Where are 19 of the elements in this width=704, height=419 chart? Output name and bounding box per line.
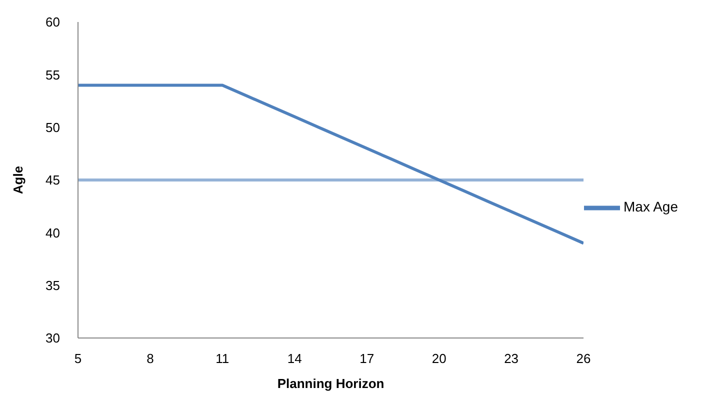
- x-tick-label: 20: [432, 351, 446, 366]
- x-tick-label: 5: [74, 351, 82, 366]
- y-axis-title: Agle: [10, 166, 26, 194]
- y-tick-label: 50: [46, 120, 60, 135]
- y-tick-label: 30: [46, 330, 60, 346]
- x-tick-label: 8: [146, 351, 154, 366]
- x-tick-label: 14: [287, 351, 302, 366]
- line-series: [78, 84, 584, 245]
- legend-label: Max Age: [624, 198, 678, 215]
- x-tick-label: 23: [504, 351, 519, 366]
- x-tick-label: 11: [216, 351, 230, 366]
- y-tick-label: 35: [46, 278, 60, 293]
- x-tick-label: 26: [576, 351, 591, 366]
- y-tick-label: 45: [46, 172, 60, 188]
- y-tick-label: 60: [46, 14, 60, 30]
- y-tick-label: 40: [46, 225, 60, 240]
- y-tick-label: 55: [46, 67, 60, 82]
- x-tick-label: 17: [360, 351, 374, 366]
- x-axis-title: Planning Horizon: [277, 376, 384, 391]
